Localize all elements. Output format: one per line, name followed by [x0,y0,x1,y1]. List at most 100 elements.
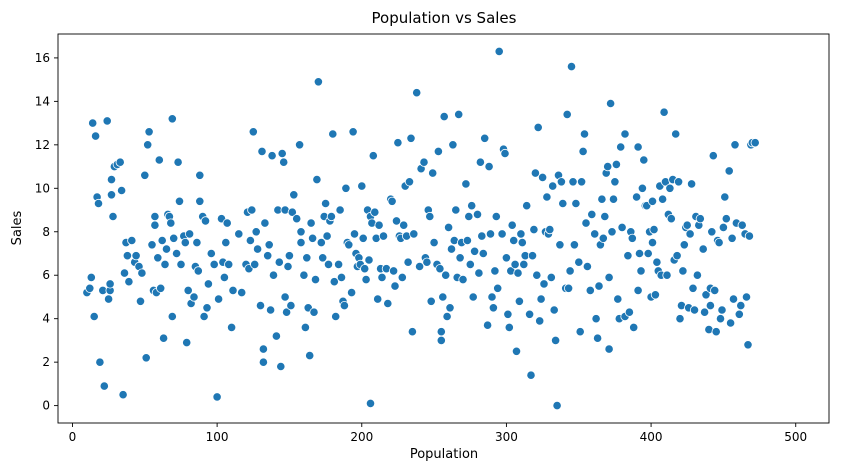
data-point-305 [576,177,587,187]
data-point-311 [587,209,597,219]
data-point-55 [172,248,182,259]
data-point-35 [143,140,153,150]
data-point-26 [124,277,134,287]
data-point-296 [562,109,572,120]
data-point-97 [251,227,261,237]
data-point-360 [657,194,668,204]
data-point-129 [302,253,312,263]
data-point-310 [585,285,595,295]
data-point-393 [707,227,717,237]
data-point-119 [284,251,294,261]
data-point-88 [234,229,244,239]
data-point-44 [156,283,166,293]
data-point-133 [307,233,318,243]
data-point-95 [248,127,258,137]
data-point-4 [89,311,99,322]
data-point-389 [701,290,711,300]
x-axis-label: Population [410,447,478,462]
data-point-36 [144,127,154,137]
data-point-179 [377,272,387,282]
data-point-106 [265,305,276,315]
data-point-210 [429,238,439,248]
data-point-325 [607,227,617,237]
data-point-77 [209,259,219,269]
data-point-220 [443,222,454,232]
data-point-275 [530,168,541,178]
data-point-42 [153,253,163,263]
data-point-261 [509,235,519,246]
data-point-85 [224,259,234,269]
data-point-406 [727,233,737,243]
data-point-93 [245,235,255,246]
data-point-154 [341,183,351,193]
x-tick-label: 400 [640,430,663,444]
data-point-34 [141,353,151,363]
data-point-230 [458,274,468,285]
data-point-384 [692,270,703,280]
data-point-53 [167,311,177,322]
data-point-225 [451,205,461,215]
data-point-207 [425,211,435,222]
data-point-198 [407,327,417,337]
data-point-267 [517,238,527,248]
data-point-251 [493,283,503,293]
data-point-174 [370,207,380,217]
data-point-272 [526,370,536,380]
data-point-374 [678,266,688,276]
data-point-215 [436,327,446,337]
data-point-17 [108,211,118,222]
data-point-74 [202,303,212,313]
data-point-328 [611,159,622,169]
data-point-82 [219,272,229,282]
data-point-401 [718,222,729,232]
data-point-382 [689,305,700,315]
data-point-138 [316,238,326,248]
data-point-137 [313,77,323,87]
data-point-238 [472,209,483,219]
data-point-270 [522,201,532,211]
data-point-63 [185,229,195,239]
data-point-191 [397,272,407,282]
data-point-209 [428,168,438,178]
data-point-237 [469,246,480,256]
data-point-185 [388,266,399,276]
data-point-20 [115,157,125,167]
data-point-187 [391,216,402,226]
data-point-285 [545,225,555,235]
data-point-173 [368,151,378,161]
data-point-125 [296,238,306,248]
data-point-377 [682,220,692,230]
x-tick-label: 100 [206,430,229,444]
data-point-182 [383,298,393,309]
data-point-75 [203,279,213,289]
data-point-264 [513,268,523,278]
data-point-322 [604,272,614,282]
data-point-127 [299,270,309,280]
data-point-143 [323,259,334,269]
data-point-324 [605,98,616,109]
data-point-159 [349,229,360,239]
data-point-231 [461,179,471,189]
data-point-213 [435,264,445,274]
data-point-303 [574,257,584,267]
data-point-355 [650,290,661,300]
data-point-386 [695,214,705,224]
data-point-234 [465,259,475,269]
y-axis-ticks: 0 2 4 6 8 10 12 14 16 [35,51,58,413]
data-point-8 [95,357,105,367]
y-tick-label: 12 [35,138,50,152]
data-point-117 [281,307,292,317]
data-point-205 [422,257,432,267]
y-tick-label: 4 [42,312,50,326]
data-point-113 [277,148,287,159]
data-point-37 [147,240,157,250]
data-point-399 [715,314,726,324]
data-point-321 [603,162,613,172]
data-point-335 [623,251,633,261]
data-point-10 [99,381,109,391]
plot-frame [57,33,830,424]
data-point-241 [477,231,487,241]
data-point-281 [539,279,549,289]
data-point-309 [582,261,593,272]
